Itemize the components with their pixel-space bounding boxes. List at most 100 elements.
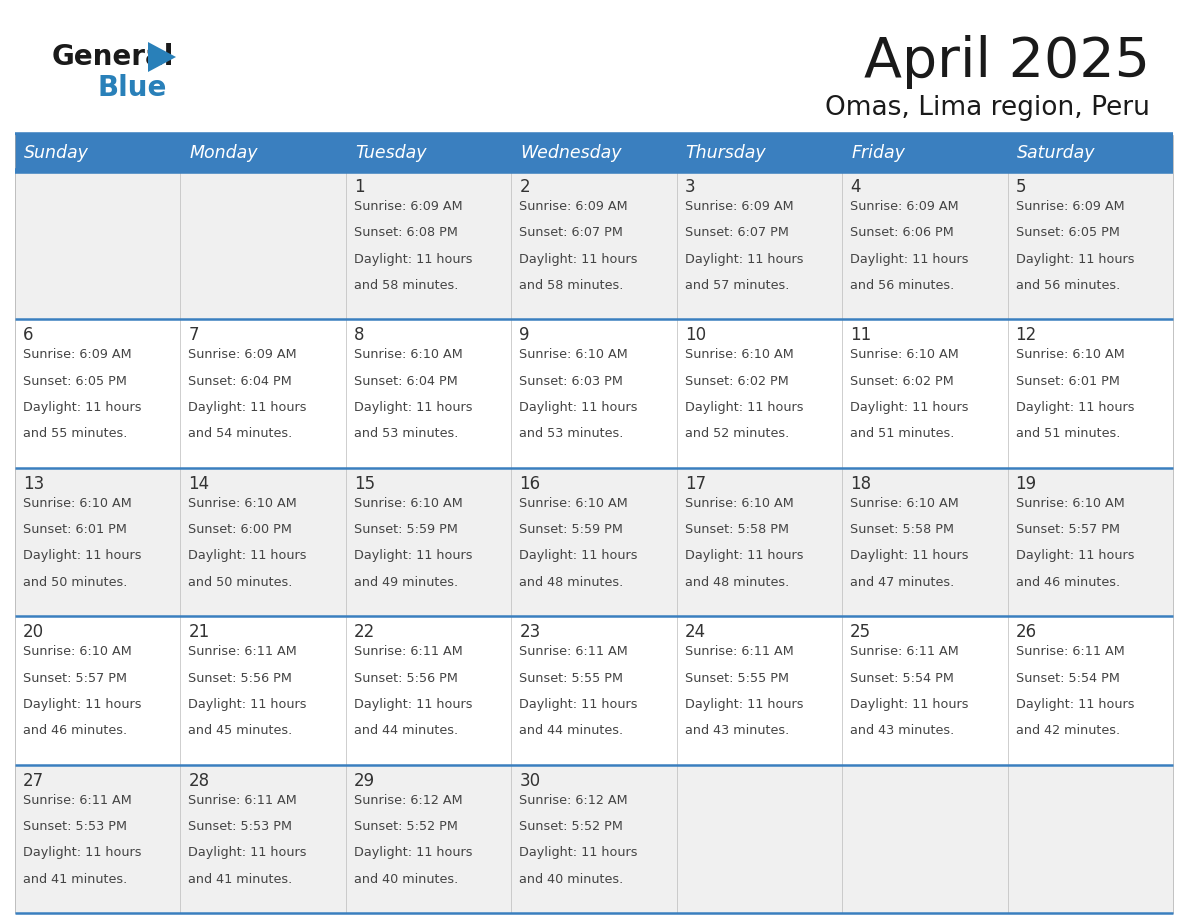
Bar — [181, 468, 346, 616]
Bar — [677, 319, 842, 468]
Text: Sunrise: 6:11 AM: Sunrise: 6:11 AM — [684, 645, 794, 658]
Bar — [346, 468, 511, 616]
Text: 21: 21 — [189, 623, 209, 641]
Text: Sunrise: 6:10 AM: Sunrise: 6:10 AM — [519, 497, 628, 509]
Bar — [842, 765, 1007, 913]
Text: Sunset: 6:07 PM: Sunset: 6:07 PM — [684, 227, 789, 240]
Bar — [677, 765, 842, 913]
Text: Sunrise: 6:10 AM: Sunrise: 6:10 AM — [519, 349, 628, 362]
Text: Daylight: 11 hours: Daylight: 11 hours — [851, 401, 968, 414]
Bar — [15, 319, 181, 468]
Bar — [181, 319, 346, 468]
Text: and 48 minutes.: and 48 minutes. — [684, 576, 789, 588]
Text: 8: 8 — [354, 327, 365, 344]
Bar — [181, 171, 346, 319]
Text: Sunday: Sunday — [24, 144, 89, 162]
Text: Monday: Monday — [189, 144, 258, 162]
Text: Sunset: 6:05 PM: Sunset: 6:05 PM — [1016, 227, 1119, 240]
Text: 20: 20 — [23, 623, 44, 641]
Text: Sunrise: 6:10 AM: Sunrise: 6:10 AM — [1016, 497, 1124, 509]
Text: Sunset: 6:00 PM: Sunset: 6:00 PM — [189, 523, 292, 536]
Text: Sunrise: 6:10 AM: Sunrise: 6:10 AM — [23, 497, 132, 509]
Text: and 44 minutes.: and 44 minutes. — [519, 724, 624, 737]
Text: and 51 minutes.: and 51 minutes. — [1016, 428, 1120, 441]
Text: and 45 minutes.: and 45 minutes. — [189, 724, 292, 737]
Bar — [511, 765, 677, 913]
Bar — [1007, 765, 1173, 913]
Text: Sunset: 5:54 PM: Sunset: 5:54 PM — [1016, 671, 1119, 685]
Text: and 46 minutes.: and 46 minutes. — [1016, 576, 1120, 588]
Text: and 56 minutes.: and 56 minutes. — [1016, 279, 1120, 292]
Text: and 46 minutes.: and 46 minutes. — [23, 724, 127, 737]
Text: and 41 minutes.: and 41 minutes. — [23, 872, 127, 886]
Text: Sunrise: 6:10 AM: Sunrise: 6:10 AM — [684, 349, 794, 362]
Text: Sunset: 5:58 PM: Sunset: 5:58 PM — [851, 523, 954, 536]
Bar — [1007, 171, 1173, 319]
Text: 14: 14 — [189, 475, 209, 493]
Text: and 53 minutes.: and 53 minutes. — [354, 428, 459, 441]
Text: 11: 11 — [851, 327, 871, 344]
Text: 4: 4 — [851, 178, 860, 196]
Text: Sunset: 6:03 PM: Sunset: 6:03 PM — [519, 375, 624, 387]
Bar — [842, 319, 1007, 468]
Bar — [15, 135, 1173, 171]
Text: Daylight: 11 hours: Daylight: 11 hours — [354, 401, 473, 414]
Bar — [181, 616, 346, 765]
Text: Daylight: 11 hours: Daylight: 11 hours — [189, 846, 307, 859]
Text: Daylight: 11 hours: Daylight: 11 hours — [519, 549, 638, 563]
Text: Sunset: 6:04 PM: Sunset: 6:04 PM — [189, 375, 292, 387]
Text: 27: 27 — [23, 772, 44, 789]
Text: and 53 minutes.: and 53 minutes. — [519, 428, 624, 441]
Text: 23: 23 — [519, 623, 541, 641]
Text: 22: 22 — [354, 623, 375, 641]
Text: Daylight: 11 hours: Daylight: 11 hours — [23, 549, 141, 563]
Text: and 49 minutes.: and 49 minutes. — [354, 576, 459, 588]
Text: Daylight: 11 hours: Daylight: 11 hours — [23, 846, 141, 859]
Text: Sunrise: 6:09 AM: Sunrise: 6:09 AM — [189, 349, 297, 362]
Text: 15: 15 — [354, 475, 375, 493]
Text: 19: 19 — [1016, 475, 1037, 493]
Text: Sunrise: 6:09 AM: Sunrise: 6:09 AM — [851, 200, 959, 213]
Text: Daylight: 11 hours: Daylight: 11 hours — [684, 252, 803, 265]
Text: and 40 minutes.: and 40 minutes. — [354, 872, 459, 886]
Text: 30: 30 — [519, 772, 541, 789]
Text: Daylight: 11 hours: Daylight: 11 hours — [1016, 401, 1135, 414]
Text: and 57 minutes.: and 57 minutes. — [684, 279, 789, 292]
Text: Sunrise: 6:11 AM: Sunrise: 6:11 AM — [189, 645, 297, 658]
Text: 28: 28 — [189, 772, 209, 789]
Text: 2: 2 — [519, 178, 530, 196]
Text: Sunset: 5:54 PM: Sunset: 5:54 PM — [851, 671, 954, 685]
Text: and 55 minutes.: and 55 minutes. — [23, 428, 127, 441]
Text: Daylight: 11 hours: Daylight: 11 hours — [189, 549, 307, 563]
Text: Daylight: 11 hours: Daylight: 11 hours — [189, 401, 307, 414]
Text: Sunrise: 6:11 AM: Sunrise: 6:11 AM — [519, 645, 628, 658]
Text: Daylight: 11 hours: Daylight: 11 hours — [1016, 549, 1135, 563]
Text: 25: 25 — [851, 623, 871, 641]
Text: Daylight: 11 hours: Daylight: 11 hours — [354, 698, 473, 711]
Text: Sunset: 5:52 PM: Sunset: 5:52 PM — [354, 820, 457, 833]
Bar — [181, 765, 346, 913]
Bar — [842, 171, 1007, 319]
Text: and 44 minutes.: and 44 minutes. — [354, 724, 459, 737]
Bar — [842, 616, 1007, 765]
Text: Blue: Blue — [97, 74, 166, 102]
Text: Daylight: 11 hours: Daylight: 11 hours — [851, 549, 968, 563]
Text: 1: 1 — [354, 178, 365, 196]
Text: Sunrise: 6:10 AM: Sunrise: 6:10 AM — [354, 497, 462, 509]
Bar — [346, 765, 511, 913]
Text: Sunset: 6:05 PM: Sunset: 6:05 PM — [23, 375, 127, 387]
Text: Daylight: 11 hours: Daylight: 11 hours — [189, 698, 307, 711]
Text: Sunrise: 6:10 AM: Sunrise: 6:10 AM — [851, 497, 959, 509]
Text: Sunrise: 6:09 AM: Sunrise: 6:09 AM — [354, 200, 462, 213]
Bar — [511, 468, 677, 616]
Bar — [511, 319, 677, 468]
Text: Sunset: 6:01 PM: Sunset: 6:01 PM — [23, 523, 127, 536]
Text: and 54 minutes.: and 54 minutes. — [189, 428, 292, 441]
Text: Sunrise: 6:10 AM: Sunrise: 6:10 AM — [851, 349, 959, 362]
Text: Daylight: 11 hours: Daylight: 11 hours — [851, 252, 968, 265]
Text: Sunset: 5:57 PM: Sunset: 5:57 PM — [23, 671, 127, 685]
Text: Tuesday: Tuesday — [355, 144, 426, 162]
Text: and 41 minutes.: and 41 minutes. — [189, 872, 292, 886]
Bar — [15, 468, 181, 616]
Text: and 58 minutes.: and 58 minutes. — [354, 279, 459, 292]
